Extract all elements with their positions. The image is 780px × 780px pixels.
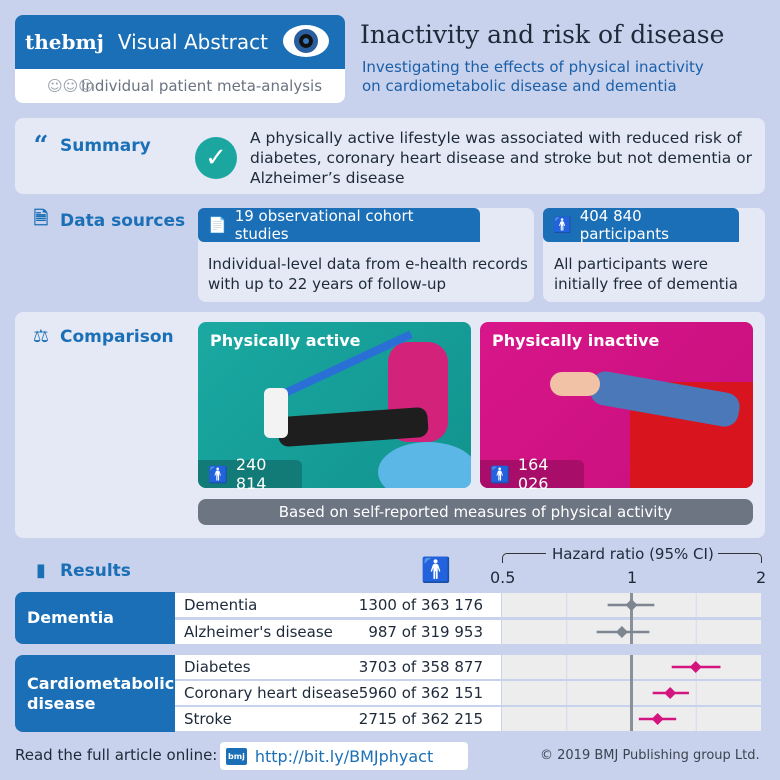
results-heading: ▮ Results xyxy=(30,560,131,581)
article-url[interactable]: http://bit.ly/BMJphyact xyxy=(254,746,434,766)
subtitle-1: Investigating the effects of physical in… xyxy=(362,58,704,76)
tick-label-2: 2 xyxy=(756,568,767,587)
axis-title: Hazard ratio (95% CI) xyxy=(552,545,714,563)
data-sources-heading: 🗎 Data sources xyxy=(30,206,185,236)
people-icon: ☺☺☺ xyxy=(47,77,94,95)
document-icon: 📄 xyxy=(208,216,227,234)
events: 5960 of 362 151 xyxy=(358,684,483,702)
events: 1300 of 363 176 xyxy=(358,596,483,614)
axis-bracket-left xyxy=(502,553,546,563)
brand-banner: thebmj Visual Abstract xyxy=(15,15,345,69)
summary-text: A physically active lifestyle was associ… xyxy=(250,129,753,187)
outcome: Alzheimer's disease xyxy=(184,623,333,641)
active-label: Physically active xyxy=(210,331,361,350)
table-row: Alzheimer's disease 987 of 319 953 xyxy=(175,620,501,644)
comparison-note: Based on self-reported measures of physi… xyxy=(198,499,753,525)
page-title: Inactivity and risk of disease xyxy=(360,20,725,49)
participants-count: 404 840 participants xyxy=(579,207,669,243)
table-row: Diabetes 3703 of 358 877 xyxy=(175,655,501,679)
inactive-count: 164 026 xyxy=(517,455,549,493)
outcome: Dementia xyxy=(184,596,258,614)
bar-chart-icon: ▮ xyxy=(36,560,46,581)
participants-detail: All participants were initially free of … xyxy=(554,255,738,293)
group-cardiometabolic: Cardiometabolic disease xyxy=(15,655,175,732)
hr-point xyxy=(689,661,702,673)
results-label: Results xyxy=(60,560,131,581)
active-count-badge: 🚹 240 814 xyxy=(198,455,302,493)
events: 3703 of 358 877 xyxy=(358,658,483,676)
inactive-count-badge: 🚹 164 026 xyxy=(480,455,584,493)
copyright: © 2019 BMJ Publishing group Ltd. xyxy=(540,748,760,763)
table-row: Stroke 2715 of 362 215 xyxy=(175,707,501,731)
table-row: Dementia 1300 of 363 176 xyxy=(175,593,501,617)
person-icon: 🚹 xyxy=(553,216,572,234)
tick-label-0.5: 0.5 xyxy=(490,568,516,587)
outcome: Stroke xyxy=(184,710,232,728)
summary-heading: “ Summary xyxy=(30,131,151,161)
studies-detail: Individual-level data from e-health reco… xyxy=(208,255,528,293)
studies-tab: 📄 19 observational cohort studies xyxy=(198,207,480,243)
check-icon: ✓ xyxy=(195,137,237,179)
table-row: Coronary heart disease 5960 of 362 151 xyxy=(175,681,501,705)
visual-abstract-label: Visual Abstract xyxy=(117,30,268,54)
axis-bracket-right xyxy=(718,553,762,563)
hr-point xyxy=(625,599,638,611)
summary-panel xyxy=(15,118,765,194)
study-type: Individual patient meta-analysis xyxy=(81,77,323,95)
events: 987 of 319 953 xyxy=(368,623,483,641)
active-count: 240 814 xyxy=(235,455,267,493)
person-icon: 🚹 xyxy=(208,464,228,484)
subtitle-2: on cardiometabolic disease and dementia xyxy=(362,77,677,95)
comparison-heading: ⚖ Comparison xyxy=(30,326,174,347)
read-label: Read the full article online: xyxy=(15,746,218,764)
summary-label: Summary xyxy=(60,136,151,156)
data-sources-label: Data sources xyxy=(60,211,186,231)
quote-icon: “ xyxy=(33,131,49,161)
events: 2715 of 362 215 xyxy=(358,710,483,728)
outcome: Coronary heart disease xyxy=(184,684,359,702)
comparison-label: Comparison xyxy=(60,326,174,347)
participants-tab: 🚹 404 840 participants xyxy=(543,207,739,243)
tick-label-1: 1 xyxy=(627,568,638,587)
eye-icon xyxy=(283,25,329,57)
documents-icon: 🗎 xyxy=(33,208,49,229)
bmj-icon: bmj xyxy=(226,747,247,765)
hr-point xyxy=(615,626,628,638)
hr-point xyxy=(664,687,677,699)
outcome: Diabetes xyxy=(184,658,251,676)
bmj-logo: thebmj xyxy=(25,30,104,54)
scales-icon: ⚖ xyxy=(32,326,50,347)
inactive-label: Physically inactive xyxy=(492,331,660,350)
person-icon: 🚹 xyxy=(490,464,510,484)
group-dementia: Dementia xyxy=(15,592,175,644)
study-type-strip: ☺☺☺ Individual patient meta-analysis xyxy=(15,69,345,103)
person-icon: 🚹 xyxy=(421,556,451,584)
hr-point xyxy=(651,713,664,725)
article-link[interactable]: bmj http://bit.ly/BMJphyact xyxy=(220,742,468,770)
studies-count: 19 observational cohort studies xyxy=(234,207,414,243)
